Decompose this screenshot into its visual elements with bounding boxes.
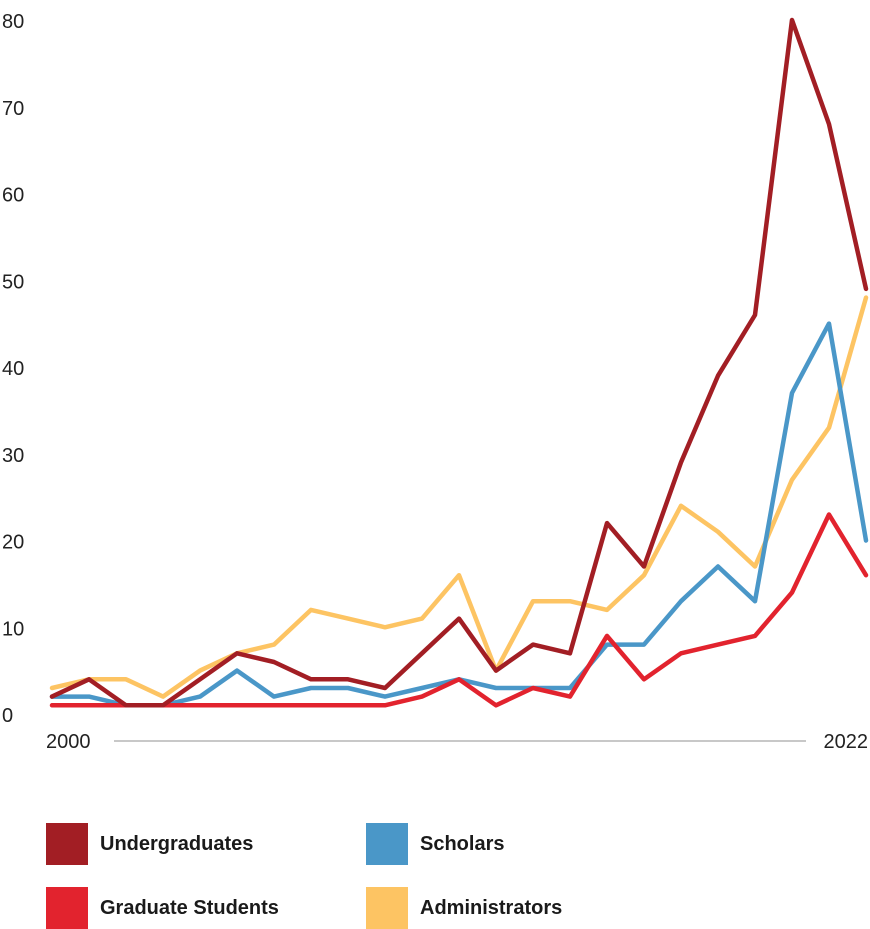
y-tick-label: 60 [2,185,24,207]
y-tick-label: 0 [2,705,13,727]
series-line-graduate-students [49,512,869,708]
y-tick-label: 20 [2,532,24,554]
series-line-scholars [49,321,869,708]
x-tick-label-end: 2022 [824,731,869,753]
y-tick-label: 80 [2,11,24,33]
series-line-administrators [49,295,869,699]
x-axis-tick-labels: 2000 2022 [46,731,868,753]
x-tick-label-start: 2000 [46,731,91,753]
y-axis-tick-labels: 0 10 20 30 40 50 60 70 80 [2,11,24,727]
y-tick-label: 10 [2,618,24,640]
y-tick-label: 50 [2,271,24,293]
series-line-undergraduates [49,17,869,708]
y-tick-label: 30 [2,445,24,467]
series-lines [49,17,869,708]
y-tick-label: 40 [2,358,24,380]
y-tick-label: 70 [2,98,24,120]
